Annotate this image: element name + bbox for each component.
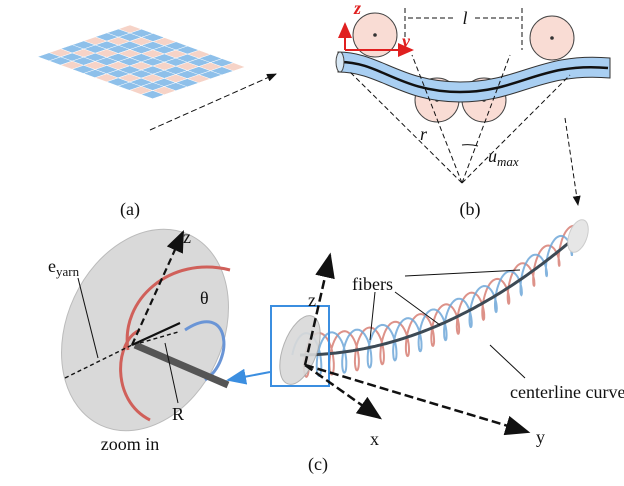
axis-label: y: [536, 427, 545, 447]
axis-label: z: [183, 227, 191, 247]
woven-fabric: [38, 25, 245, 99]
annotation: fibers: [352, 274, 393, 294]
centerline: [300, 235, 578, 355]
annotation: centerline curve: [510, 382, 624, 402]
yarn-band: [338, 52, 610, 102]
thickness-label: eyarn: [48, 256, 80, 279]
panel-label: (b): [460, 199, 481, 220]
axis-label: z: [308, 290, 316, 310]
zoom-disk: [30, 202, 260, 458]
caption: zoom in: [101, 434, 160, 454]
radius-label: R: [172, 404, 184, 424]
axis-label: z: [353, 0, 361, 18]
figure: (a) z y l r umax (b) z eyarn θ R zoom in: [0, 0, 624, 486]
subscript: max: [497, 154, 519, 169]
radius-label: r: [420, 124, 428, 144]
fiber: [292, 235, 573, 376]
subscript: yarn: [56, 264, 80, 279]
length-label: l: [462, 8, 467, 28]
axis-label: x: [370, 429, 379, 449]
symbol: u: [488, 146, 497, 166]
panel-label: (a): [120, 199, 140, 220]
yarn-helix: [292, 226, 583, 377]
panel-label: (c): [308, 454, 328, 475]
angle-label: umax: [488, 146, 519, 169]
angle-label: θ: [200, 288, 209, 308]
axis-label: y: [400, 31, 411, 51]
symbol: e: [48, 256, 56, 276]
